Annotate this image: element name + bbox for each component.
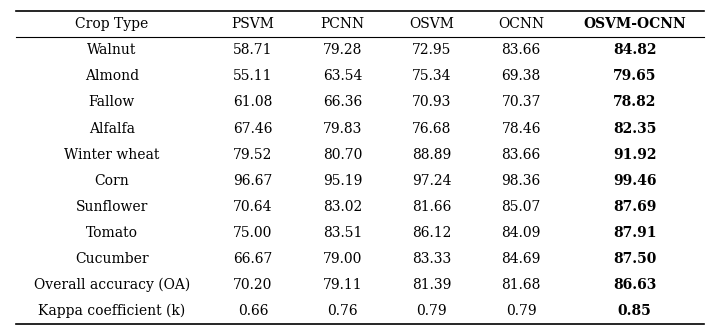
Text: 79.52: 79.52: [234, 148, 273, 162]
Text: 97.24: 97.24: [412, 174, 451, 188]
Text: 70.20: 70.20: [234, 278, 273, 292]
Text: Alfalfa: Alfalfa: [89, 122, 135, 135]
Text: 88.89: 88.89: [412, 148, 451, 162]
Text: Kappa coefficient (k): Kappa coefficient (k): [38, 304, 186, 318]
Text: Tomato: Tomato: [86, 226, 138, 240]
Text: Crop Type: Crop Type: [75, 17, 149, 31]
Text: 91.92: 91.92: [613, 148, 656, 162]
Text: 78.82: 78.82: [613, 96, 656, 110]
Text: 0.66: 0.66: [238, 304, 268, 318]
Text: 61.08: 61.08: [234, 96, 273, 110]
Text: 98.36: 98.36: [501, 174, 541, 188]
Text: Fallow: Fallow: [89, 96, 135, 110]
Text: 0.76: 0.76: [327, 304, 357, 318]
Text: 96.67: 96.67: [234, 174, 273, 188]
Text: 83.66: 83.66: [501, 43, 541, 57]
Text: 78.46: 78.46: [501, 122, 541, 135]
Text: Almond: Almond: [85, 69, 139, 83]
Text: OCNN: OCNN: [498, 17, 544, 31]
Text: 83.66: 83.66: [501, 148, 541, 162]
Text: 72.95: 72.95: [412, 43, 451, 57]
Text: 66.67: 66.67: [234, 252, 273, 266]
Text: 0.79: 0.79: [417, 304, 447, 318]
Text: 66.36: 66.36: [323, 96, 362, 110]
Text: 87.50: 87.50: [613, 252, 656, 266]
Text: Walnut: Walnut: [87, 43, 137, 57]
Text: 86.12: 86.12: [412, 226, 451, 240]
Text: 79.83: 79.83: [323, 122, 362, 135]
Text: 75.00: 75.00: [234, 226, 273, 240]
Text: Overall accuracy (OA): Overall accuracy (OA): [33, 278, 190, 292]
Text: Sunflower: Sunflower: [75, 200, 148, 214]
Text: 67.46: 67.46: [233, 122, 273, 135]
Text: 83.33: 83.33: [412, 252, 451, 266]
Text: 81.39: 81.39: [412, 278, 451, 292]
Text: 83.02: 83.02: [323, 200, 362, 214]
Text: 87.69: 87.69: [613, 200, 656, 214]
Text: 69.38: 69.38: [501, 69, 541, 83]
Text: 79.00: 79.00: [323, 252, 362, 266]
Text: 99.46: 99.46: [613, 174, 656, 188]
Text: OSVM: OSVM: [409, 17, 454, 31]
Text: 70.37: 70.37: [501, 96, 541, 110]
Text: 82.35: 82.35: [613, 122, 656, 135]
Text: 84.69: 84.69: [501, 252, 541, 266]
Text: 79.65: 79.65: [613, 69, 656, 83]
Text: 79.11: 79.11: [323, 278, 362, 292]
Text: 85.07: 85.07: [501, 200, 541, 214]
Text: 75.34: 75.34: [412, 69, 451, 83]
Text: 86.63: 86.63: [613, 278, 656, 292]
Text: 0.79: 0.79: [506, 304, 537, 318]
Text: 95.19: 95.19: [323, 174, 362, 188]
Text: 80.70: 80.70: [323, 148, 362, 162]
Text: 63.54: 63.54: [323, 69, 362, 83]
Text: 0.85: 0.85: [618, 304, 651, 318]
Text: 70.64: 70.64: [233, 200, 273, 214]
Text: 79.28: 79.28: [323, 43, 362, 57]
Text: 84.09: 84.09: [501, 226, 541, 240]
Text: Corn: Corn: [95, 174, 130, 188]
Text: 76.68: 76.68: [412, 122, 451, 135]
Text: 81.68: 81.68: [501, 278, 541, 292]
Text: 58.71: 58.71: [233, 43, 273, 57]
Text: PCNN: PCNN: [320, 17, 365, 31]
Text: 81.66: 81.66: [412, 200, 451, 214]
Text: 84.82: 84.82: [613, 43, 656, 57]
Text: Cucumber: Cucumber: [75, 252, 149, 266]
Text: PSVM: PSVM: [231, 17, 274, 31]
Text: 55.11: 55.11: [233, 69, 273, 83]
Text: Winter wheat: Winter wheat: [64, 148, 159, 162]
Text: 70.93: 70.93: [412, 96, 451, 110]
Text: 83.51: 83.51: [323, 226, 362, 240]
Text: OSVM-OCNN: OSVM-OCNN: [583, 17, 686, 31]
Text: 87.91: 87.91: [613, 226, 656, 240]
